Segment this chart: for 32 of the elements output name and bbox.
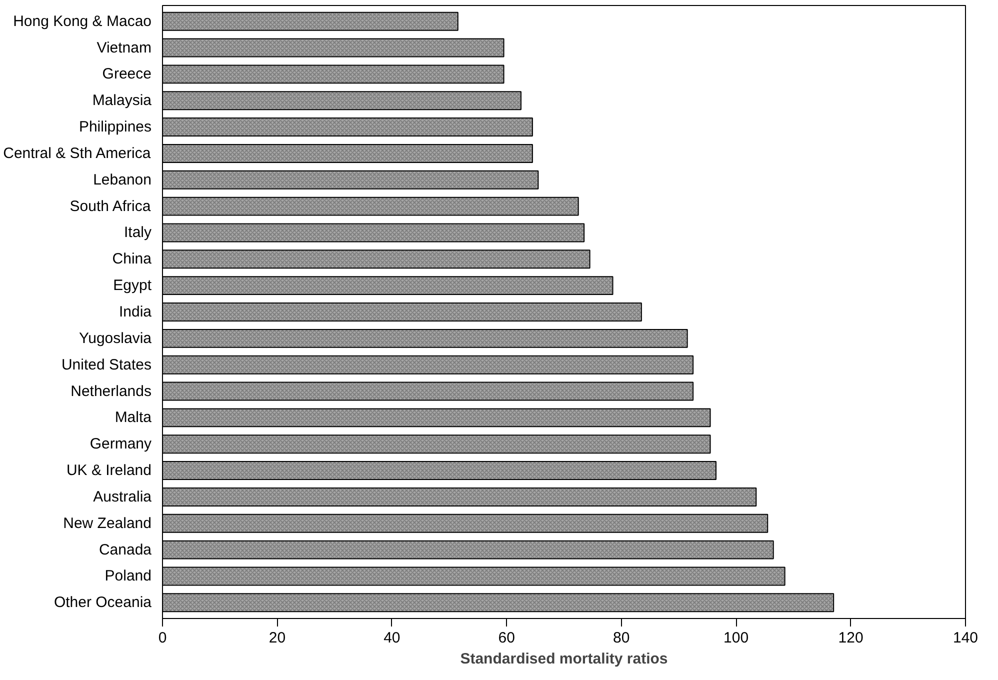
x-tick-label: 20	[268, 630, 286, 646]
y-tick-label: Egypt	[113, 277, 152, 294]
y-tick-label: Malaysia	[92, 92, 152, 110]
x-tick-label: 0	[158, 630, 167, 646]
y-tick-label: Lebanon	[93, 171, 152, 188]
y-tick-label: New Zealand	[63, 514, 152, 532]
y-tick-label: India	[118, 304, 152, 320]
x-tick-label: 140	[952, 630, 978, 646]
y-tick-label: Vietnam	[96, 39, 152, 56]
x-tick-label: 60	[498, 630, 515, 646]
x-tick-label: 40	[384, 630, 400, 646]
y-tick-label: Hong Kong & Macao	[13, 12, 152, 30]
y-tick-label: China	[112, 250, 152, 268]
y-tick-label: South Africa	[70, 198, 152, 215]
y-tick-label: Greece	[102, 66, 152, 83]
y-tick-label: Other Oceania	[54, 594, 152, 612]
x-tick-label: 120	[838, 630, 864, 646]
x-tick-label: 80	[613, 630, 630, 646]
y-tick-label: Canada	[98, 541, 152, 558]
y-tick-label: Poland	[104, 568, 152, 585]
y-tick-label: Germany	[90, 436, 152, 453]
y-tick-label: Central & Sth America	[3, 144, 152, 162]
y-tick-label: Australia	[93, 488, 152, 506]
x-axis-title: Standardised mortality ratios	[460, 650, 668, 668]
y-tick-label: Yugoslavia	[78, 330, 152, 347]
y-tick-label: UK & Ireland	[66, 462, 152, 480]
y-tick-label: Malta	[114, 409, 152, 426]
y-tick-label: United States	[61, 356, 152, 374]
y-tick-label: Italy	[124, 224, 152, 242]
x-tick-label: 100	[724, 630, 749, 646]
y-tick-label: Philippines	[78, 118, 152, 136]
y-tick-label: Netherlands	[70, 382, 152, 400]
